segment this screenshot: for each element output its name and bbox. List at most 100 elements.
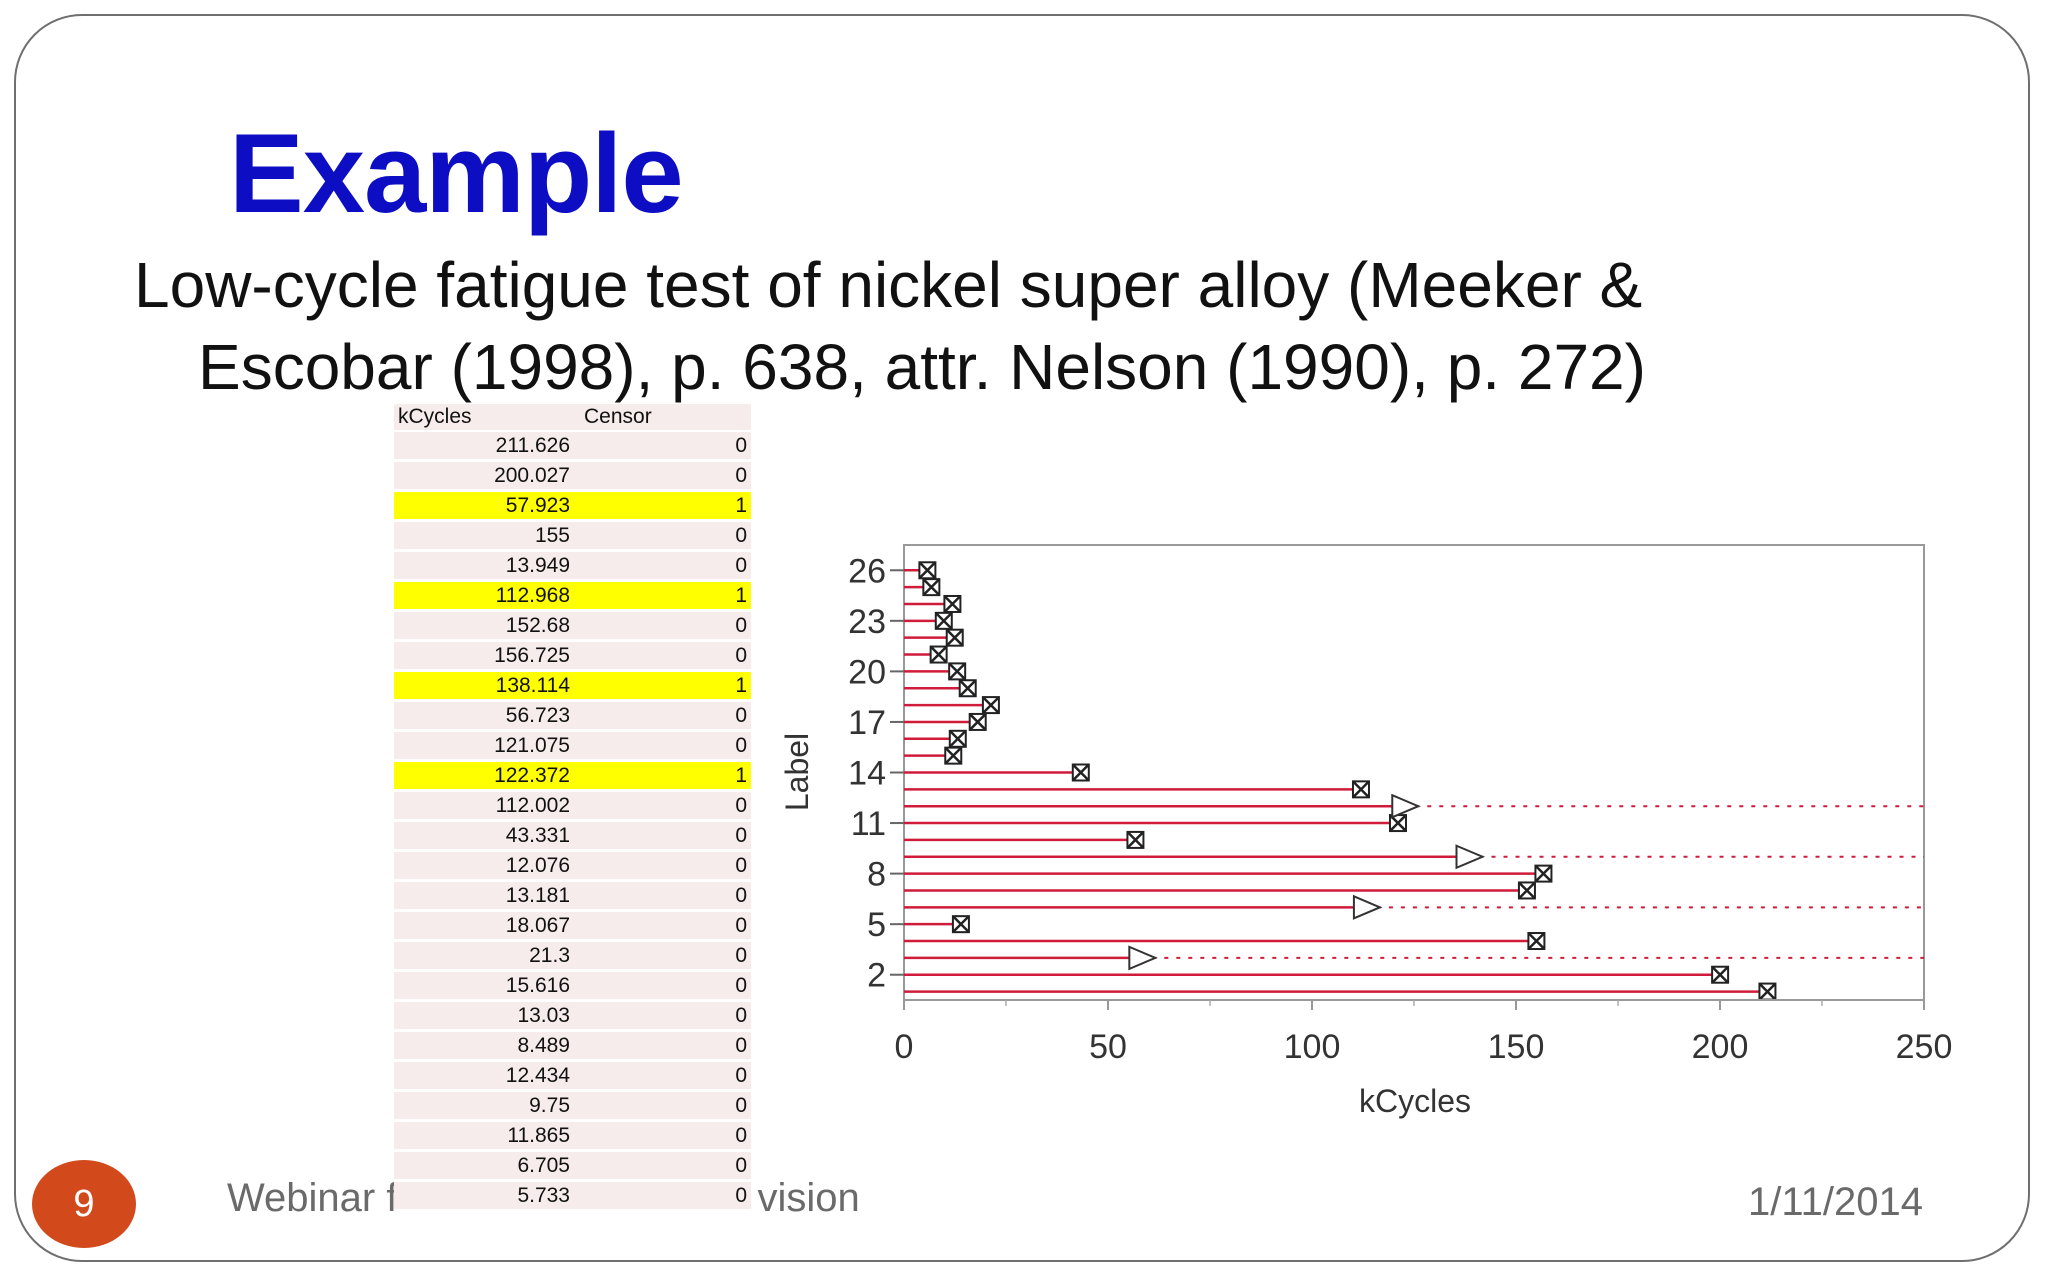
cell-kcycles: 152.68 (394, 610, 574, 642)
failure-marker (1126, 830, 1145, 849)
table-row: 11.865 0 (394, 1120, 751, 1152)
y-tick-label: 23 (848, 603, 886, 641)
footer-text: Webinar f vision (227, 1176, 860, 1221)
cell-censor: 0 (574, 1000, 751, 1032)
column-header-censor: Censor (574, 404, 751, 432)
failure-marker (945, 628, 964, 647)
failure-marker (1351, 780, 1370, 799)
cell-kcycles: 12.076 (394, 850, 574, 882)
failure-marker (934, 611, 953, 630)
data-table: kCycles Censor 211.626 0 200.027 0 57.923 1 15… (394, 404, 751, 1212)
table-row: 112.968 1 (394, 580, 751, 612)
failure-marker (943, 594, 962, 613)
cell-censor: 0 (574, 730, 751, 762)
y-tick-label: 11 (851, 805, 886, 843)
cell-censor: 1 (574, 580, 751, 612)
failure-marker (968, 712, 987, 731)
censored-marker (1128, 945, 1158, 971)
x-tick-label: 0 (895, 1028, 914, 1066)
y-tick-label: 20 (848, 653, 886, 691)
failure-marker (1517, 881, 1536, 900)
table-row: 5.733 0 (394, 1180, 751, 1212)
cell-censor: 0 (574, 550, 751, 582)
table-row: 8.489 0 (394, 1030, 751, 1062)
cell-censor: 0 (574, 970, 751, 1002)
cell-kcycles: 15.616 (394, 970, 574, 1002)
table-row: 156.725 0 (394, 640, 751, 672)
failure-marker (951, 915, 970, 934)
cell-censor: 0 (574, 640, 751, 672)
x-axis-label: kCycles (1359, 1083, 1471, 1119)
cell-kcycles: 11.865 (394, 1120, 574, 1152)
x-tick-label: 250 (1896, 1028, 1953, 1066)
censored-marker (1455, 844, 1486, 870)
cell-kcycles: 21.3 (394, 940, 574, 972)
cell-censor: 0 (574, 1090, 751, 1122)
cell-kcycles: 155 (394, 520, 574, 552)
failure-marker (1527, 932, 1546, 951)
table-header-row: kCycles Censor (394, 404, 751, 432)
failure-marker (958, 679, 977, 698)
cell-kcycles: 12.434 (394, 1060, 574, 1092)
cell-censor: 0 (574, 1180, 751, 1212)
table-row: 9.75 0 (394, 1090, 751, 1122)
failure-marker (1711, 965, 1730, 984)
slide-date: 1/11/2014 (1748, 1180, 1923, 1224)
failure-marker (1071, 763, 1090, 782)
y-tick-label: 26 (848, 552, 886, 590)
x-tick-label: 150 (1488, 1028, 1545, 1066)
y-tick-label: 17 (848, 704, 886, 742)
table-row: 12.434 0 (394, 1060, 751, 1092)
cell-kcycles: 9.75 (394, 1090, 574, 1122)
table-row: 6.705 0 (394, 1150, 751, 1182)
y-tick-label: 5 (867, 906, 886, 944)
cell-kcycles: 56.723 (394, 700, 574, 732)
cell-censor: 1 (574, 490, 751, 522)
cell-censor: 0 (574, 910, 751, 942)
cell-censor: 1 (574, 670, 751, 702)
failure-marker (1534, 864, 1553, 883)
table-row: 56.723 0 (394, 700, 751, 732)
x-tick-label: 50 (1089, 1028, 1127, 1066)
failure-marker (918, 561, 937, 580)
cell-kcycles: 211.626 (394, 431, 574, 462)
table-row: 43.331 0 (394, 820, 751, 852)
cell-kcycles: 138.114 (394, 670, 574, 702)
cell-kcycles: 156.725 (394, 640, 574, 672)
cell-censor: 0 (574, 880, 751, 912)
cell-censor: 0 (574, 460, 751, 492)
table-row: 18.067 0 (394, 910, 751, 942)
failure-marker (948, 729, 967, 748)
failure-marker (1758, 982, 1777, 1001)
cell-kcycles: 112.002 (394, 790, 574, 822)
x-tick-label: 200 (1692, 1028, 1749, 1066)
page-number-badge: 9 (32, 1160, 136, 1248)
page-number: 9 (73, 1182, 95, 1225)
failure-marker (948, 662, 967, 681)
subtitle-line-2: Escobar (1998), p. 638, attr. Nelson (19… (198, 331, 1646, 403)
table-row: 112.002 0 (394, 790, 751, 822)
table-row: 13.03 0 (394, 1000, 751, 1032)
table-row: 21.3 0 (394, 940, 751, 972)
table-row: 12.076 0 (394, 850, 751, 882)
cell-kcycles: 8.489 (394, 1030, 574, 1062)
cell-censor: 0 (574, 820, 751, 852)
subtitle-line-1: Low-cycle fatigue test of nickel super a… (134, 249, 1643, 321)
table-body: 211.626 0 200.027 0 57.923 1 155 0 13.949 0 112.96… (394, 431, 751, 1212)
cell-censor: 0 (574, 1150, 751, 1182)
failure-marker (944, 746, 963, 765)
censored-marker (1391, 793, 1421, 819)
x-tick-label: 100 (1284, 1028, 1341, 1066)
table-row: 15.616 0 (394, 970, 751, 1002)
table-row: 57.923 1 (394, 490, 751, 522)
table-row: 152.68 0 (394, 610, 751, 642)
y-tick-label: 2 (867, 957, 886, 995)
censored-marker (1352, 894, 1383, 920)
failure-marker (922, 578, 941, 597)
slide-title: Example (229, 111, 684, 236)
y-axis-label: Label (779, 733, 815, 811)
table-row: 121.075 0 (394, 730, 751, 762)
cell-censor: 0 (574, 610, 751, 642)
cell-censor: 0 (574, 790, 751, 822)
